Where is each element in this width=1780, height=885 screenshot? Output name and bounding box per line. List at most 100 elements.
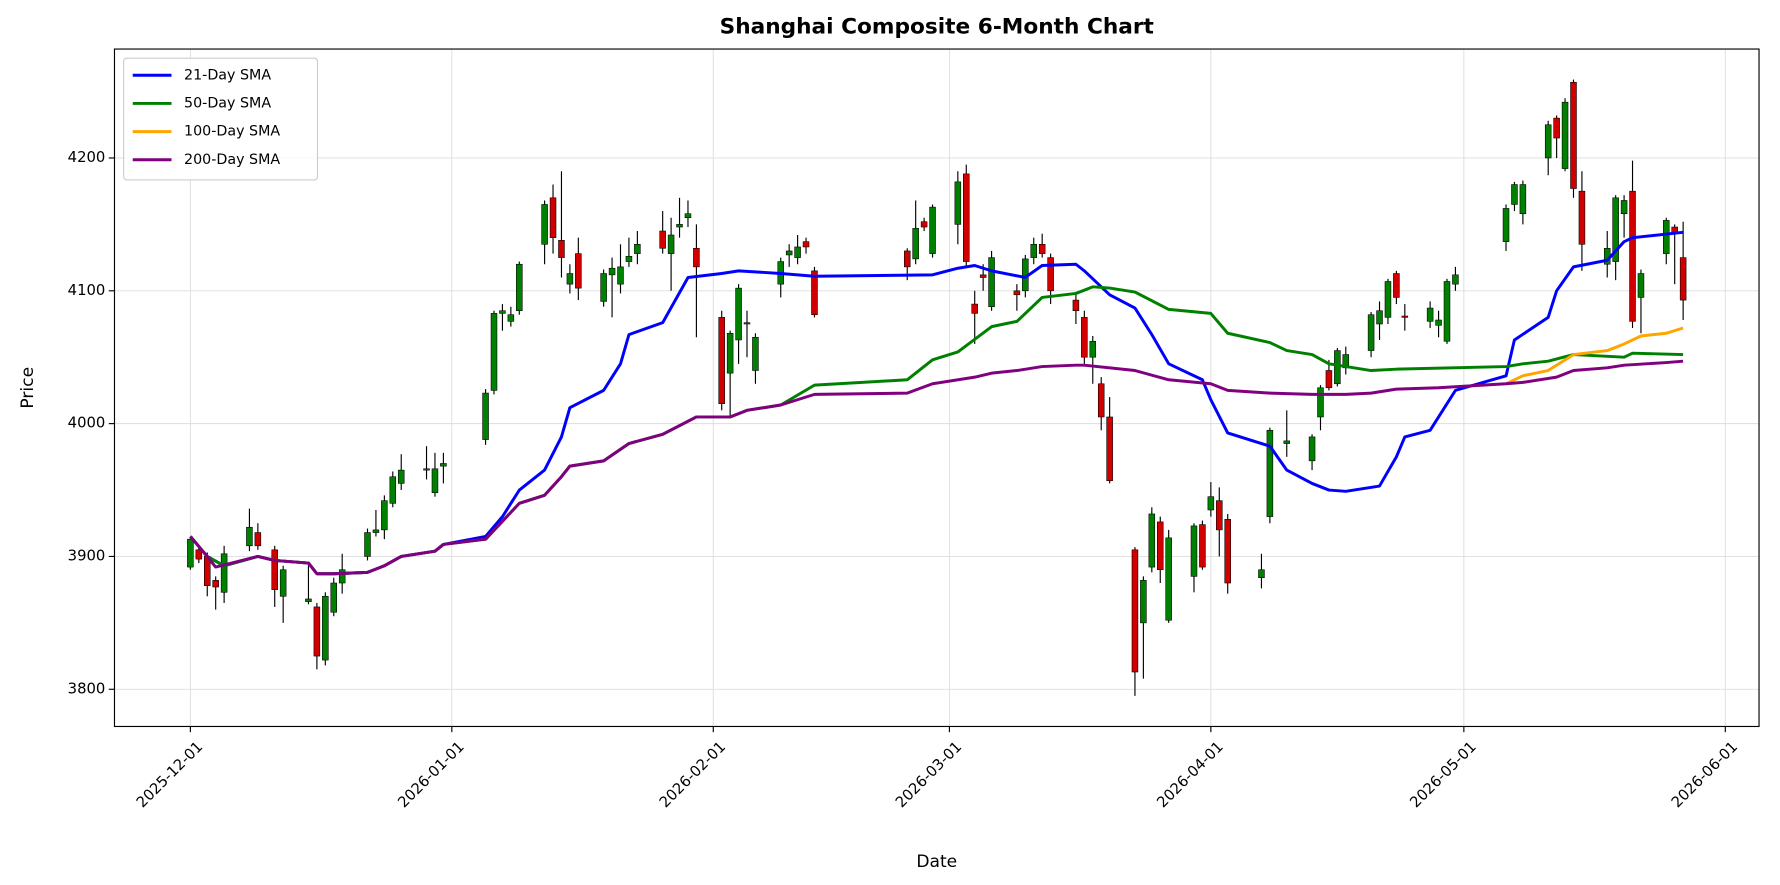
candle-body — [1502, 208, 1510, 242]
y-tick-label: 4100 — [68, 282, 106, 299]
candle-body — [1637, 273, 1645, 298]
candle-body — [1376, 310, 1383, 325]
candle-body — [617, 266, 624, 285]
candle-body — [929, 206, 936, 254]
candle-body — [971, 303, 978, 314]
candle-body — [1334, 350, 1341, 385]
candle-body — [1578, 190, 1586, 245]
candle-body — [187, 538, 194, 568]
candle-body — [541, 204, 548, 245]
candle-body — [1367, 314, 1375, 351]
candle-body — [220, 553, 228, 593]
candle-body — [1148, 513, 1156, 568]
candle-body — [1570, 81, 1577, 189]
candle-body — [381, 500, 388, 531]
candle-body — [600, 273, 607, 302]
candle-body — [1258, 569, 1265, 578]
candle-body — [1106, 416, 1113, 482]
x-axis-label: Date — [916, 852, 957, 872]
candle-body — [1519, 184, 1527, 215]
candle-body — [254, 532, 262, 547]
candle-body — [1553, 117, 1560, 139]
candle-body — [634, 244, 641, 254]
candle-body — [1131, 549, 1139, 673]
candle-body — [1081, 317, 1088, 358]
candle-body — [954, 181, 962, 225]
candle-body — [920, 221, 928, 228]
candle-body — [963, 173, 970, 262]
chart-title: Shanghai Composite 6-Month Chart — [720, 14, 1154, 39]
plot-marks — [187, 79, 1687, 696]
candle-body — [726, 333, 734, 374]
candle-body — [549, 197, 557, 238]
candle-body — [1047, 257, 1054, 292]
candle-body — [811, 270, 818, 315]
candle-body — [1393, 273, 1400, 298]
candle-body — [338, 569, 346, 584]
candle-body — [440, 463, 447, 467]
candle-body — [676, 224, 683, 228]
candle-body — [1620, 200, 1628, 215]
candle-body — [305, 598, 312, 602]
candle-body — [1612, 197, 1619, 262]
y-tick-label: 4200 — [68, 149, 106, 166]
candle-body — [364, 532, 371, 557]
y-tick-label: 3900 — [68, 547, 106, 564]
candle-body — [1679, 257, 1687, 301]
candle-body — [431, 468, 439, 493]
candle-body — [330, 582, 338, 613]
candle-body — [912, 228, 919, 260]
candle-body — [195, 549, 203, 560]
candle-body — [988, 257, 995, 308]
candle-body — [566, 273, 574, 285]
candle-body — [667, 234, 675, 254]
candle-body — [389, 476, 397, 504]
candle-body — [1544, 124, 1552, 159]
candle-body — [499, 310, 506, 314]
candle-body — [558, 240, 565, 258]
candle-body — [1317, 387, 1324, 418]
candle-body — [507, 314, 515, 322]
candle-body — [1216, 500, 1223, 531]
plot-frame — [113, 48, 1760, 728]
y-tick-label: 3800 — [68, 680, 106, 697]
candle-body — [659, 230, 666, 249]
candle-body — [693, 248, 700, 268]
legend-label: 21-Day SMA — [184, 67, 271, 83]
candle-body — [1663, 220, 1670, 254]
candle-body — [1443, 281, 1451, 342]
candle-body — [1190, 525, 1198, 577]
legend-label: 200-Day SMA — [184, 152, 280, 168]
candle-body — [482, 392, 489, 440]
legend-label: 50-Day SMA — [184, 95, 271, 111]
candle-body — [1165, 537, 1172, 621]
candle-body — [246, 526, 253, 547]
candle-body — [903, 250, 911, 268]
candle-body — [1199, 524, 1206, 568]
candle-body — [1038, 244, 1046, 254]
candle-body — [1629, 190, 1636, 322]
candle-body — [1401, 315, 1409, 318]
sma-line — [1505, 326, 1684, 386]
candle-body — [212, 580, 219, 588]
candle-body — [372, 529, 380, 533]
candle-body — [1266, 429, 1274, 517]
candle-body — [279, 569, 287, 597]
candle-body — [1072, 299, 1080, 312]
candle-body — [1511, 184, 1518, 205]
candle-body — [802, 241, 810, 248]
sma-line — [189, 359, 1684, 576]
candle-body — [1384, 281, 1392, 318]
legend-box — [123, 57, 319, 181]
candle-body — [1452, 274, 1459, 285]
candle-body — [397, 469, 405, 484]
legend-label: 100-Day SMA — [184, 124, 280, 140]
candle-body — [1224, 518, 1231, 584]
candle-body — [490, 313, 498, 391]
candle-body — [1325, 370, 1333, 389]
candle-body — [625, 255, 633, 262]
candle-body — [1097, 383, 1105, 418]
y-axis-label: Price — [18, 367, 38, 409]
